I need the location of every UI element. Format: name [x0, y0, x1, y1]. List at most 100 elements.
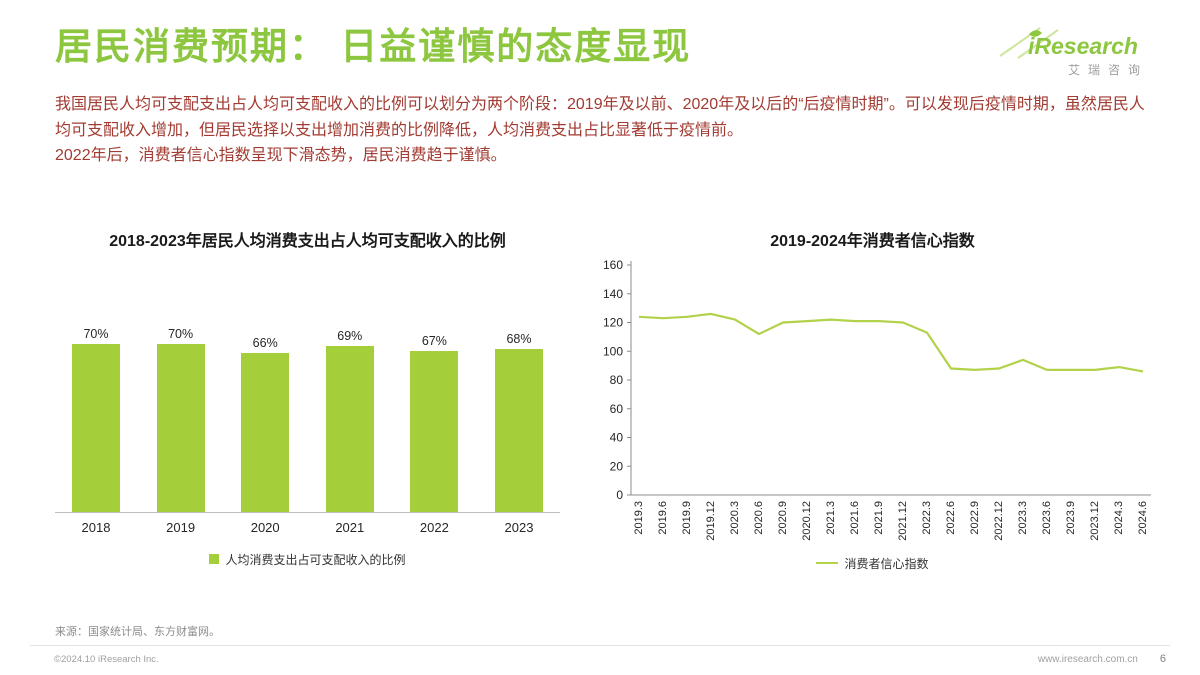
- y-tick-label: 40: [610, 430, 624, 444]
- svg-text:2019.9: 2019.9: [681, 501, 693, 535]
- bar-column: 70%: [156, 327, 206, 512]
- svg-text:2020.9: 2020.9: [777, 501, 789, 535]
- intro-paragraph-1: 我国居民人均可支配支出占人均可支配收入的比例可以划分为两个阶段：2019年及以前…: [55, 96, 1145, 139]
- copyright-text: ©2024.10 iResearch Inc.: [54, 653, 159, 665]
- charts-row: 2018-2023年居民人均消费支出占人均可支配收入的比例 70% 70% 66% 6…: [0, 169, 1200, 572]
- bar-column: 67%: [409, 334, 459, 512]
- bar-chart-xlabels: 2018 2019 2020 2021 2022 2023: [55, 520, 560, 535]
- footer-right: www.iresearch.com.cn 6: [1038, 653, 1166, 665]
- x-tick-label: 2021.3: [825, 501, 837, 535]
- legend-line-swatch: [816, 562, 839, 565]
- x-tick-label: 2023.12: [1089, 501, 1101, 541]
- x-tick-label: 2023.9: [1065, 501, 1077, 535]
- bar: [72, 343, 120, 512]
- svg-text:2021.6: 2021.6: [849, 501, 861, 535]
- x-tick-label: 2021.6: [849, 501, 861, 535]
- bar-value-label: 66%: [252, 336, 278, 351]
- bar-column: 69%: [325, 329, 375, 512]
- bar-value-label: 67%: [421, 333, 447, 348]
- y-tick-label: 20: [610, 459, 624, 473]
- svg-text:2019.12: 2019.12: [705, 501, 717, 541]
- x-tick-label: 2021.9: [873, 501, 885, 535]
- x-tick-label: 2020.3: [729, 501, 741, 535]
- y-tick-label: 140: [603, 287, 623, 301]
- x-tick-label: 2022.9: [969, 501, 981, 535]
- intro-text: 我国居民人均可支配支出占人均可支配收入的比例可以划分为两个阶段：2019年及以前…: [55, 92, 1145, 169]
- line-chart-legend-label: 消费者信心指数: [844, 556, 929, 571]
- source-note: 来源：国家统计局、东方财富网。: [55, 626, 220, 638]
- line-chart-legend: 消费者信心指数: [585, 555, 1160, 572]
- logo-brand-text: iResearch: [1028, 33, 1138, 59]
- svg-text:2023.6: 2023.6: [1041, 501, 1053, 535]
- svg-text:2022.3: 2022.3: [921, 501, 933, 535]
- bar-chart-title: 2018-2023年居民人均消费支出占人均可支配收入的比例: [109, 232, 506, 250]
- x-tick-label: 2019.6: [657, 501, 669, 535]
- svg-text:2021.3: 2021.3: [825, 501, 837, 535]
- svg-text:2024.3: 2024.3: [1113, 501, 1125, 535]
- svg-text:2022.6: 2022.6: [945, 501, 957, 535]
- logo-leaf-icon: [1029, 30, 1042, 37]
- bar-chart: 2018-2023年居民人均消费支出占人均可支配收入的比例 70% 70% 66% 6…: [55, 227, 560, 572]
- svg-text:2024.6: 2024.6: [1137, 501, 1149, 535]
- logo: iResearch 艾瑞咨询: [998, 26, 1150, 78]
- y-tick-label: 0: [616, 488, 623, 502]
- line-chart-svg: 0 20 40 60 80 100 120 140 160 2019.3 2019.6 2019.9 2…: [603, 258, 1151, 541]
- svg-text:2021.12: 2021.12: [897, 501, 909, 541]
- bar-value-label: 70%: [83, 326, 109, 341]
- svg-text:2019.3: 2019.3: [633, 501, 645, 535]
- svg-text:2020.12: 2020.12: [801, 501, 813, 541]
- svg-text:2020.6: 2020.6: [753, 501, 765, 535]
- bar-x-label: 2022: [419, 519, 449, 535]
- logo-stripe-decoration: [1017, 29, 1059, 59]
- x-tick-label: 2024.6: [1137, 501, 1149, 535]
- bar: [156, 343, 205, 512]
- bar: [494, 348, 543, 512]
- svg-text:2023.9: 2023.9: [1065, 501, 1077, 535]
- y-tick-label: 60: [610, 402, 624, 416]
- x-tick-label: 2022.6: [945, 501, 957, 535]
- intro-paragraph-2: 2022年后，消费者信心指数呈现下滑态势，居民消费趋于谨慎。: [55, 147, 507, 165]
- svg-text:2022.9: 2022.9: [969, 501, 981, 535]
- website-link[interactable]: www.iresearch.com.cn: [1037, 653, 1138, 665]
- bar-chart-bars: 70% 70% 66% 69% 67% 68%: [55, 261, 560, 513]
- y-tick-label: 120: [603, 315, 623, 329]
- page-title: 居民消费预期： 日益谨慎的态度显现: [55, 26, 692, 67]
- svg-text:2022.12: 2022.12: [993, 501, 1005, 541]
- svg-text:2021.9: 2021.9: [873, 501, 885, 535]
- bar: [241, 353, 290, 512]
- x-tick-label: 2020.9: [777, 501, 789, 535]
- footer: ©2024.10 iResearch Inc. www.iresearch.co…: [30, 645, 1170, 665]
- bar-x-label: 2023: [504, 519, 534, 535]
- x-tick-label: 2022.12: [993, 501, 1005, 541]
- bar-x-label: 2019: [166, 519, 196, 535]
- bar-x-label: 2021: [335, 519, 365, 535]
- x-tick-label: 2021.12: [897, 501, 909, 541]
- bar-value-label: 69%: [337, 329, 363, 344]
- svg-text:2023.3: 2023.3: [1017, 501, 1029, 535]
- bar: [410, 350, 459, 512]
- y-tick-label: 160: [603, 258, 623, 272]
- x-tick-label: 2023.3: [1017, 501, 1029, 535]
- bar-column: 66%: [240, 336, 290, 512]
- x-tick-label: 2020.12: [801, 501, 813, 541]
- logo-brand-cn: 艾瑞咨询: [1067, 63, 1148, 77]
- y-tick-label: 80: [610, 373, 624, 387]
- x-tick-label: 2022.3: [921, 501, 933, 535]
- header: 居民消费预期： 日益谨慎的态度显现 iResearch 艾瑞咨询: [0, 0, 1200, 78]
- bar-chart-legend: 人均消费支出占可支配收入的比例: [55, 551, 560, 568]
- bar-x-label: 2018: [81, 519, 111, 535]
- legend-square-swatch: [209, 554, 220, 565]
- bar-column: 70%: [71, 327, 121, 512]
- line-series: [638, 312, 1144, 373]
- x-tick-label: 2019.12: [705, 501, 717, 541]
- y-tick-label: 100: [603, 344, 623, 358]
- logo-graphic: iResearch: [999, 27, 1138, 59]
- page-number: 6: [1159, 653, 1166, 665]
- svg-text:2019.6: 2019.6: [657, 501, 669, 535]
- line-chart: 2019-2024年消费者信心指数 0 20 40 60 80 100 120 140 160 2…: [585, 227, 1160, 572]
- bar: [325, 346, 374, 512]
- line-chart-title: 2019-2024年消费者信心指数: [770, 232, 975, 250]
- bar-column: 68%: [494, 332, 544, 512]
- bar-chart-legend-label: 人均消费支出占可支配收入的比例: [225, 552, 406, 567]
